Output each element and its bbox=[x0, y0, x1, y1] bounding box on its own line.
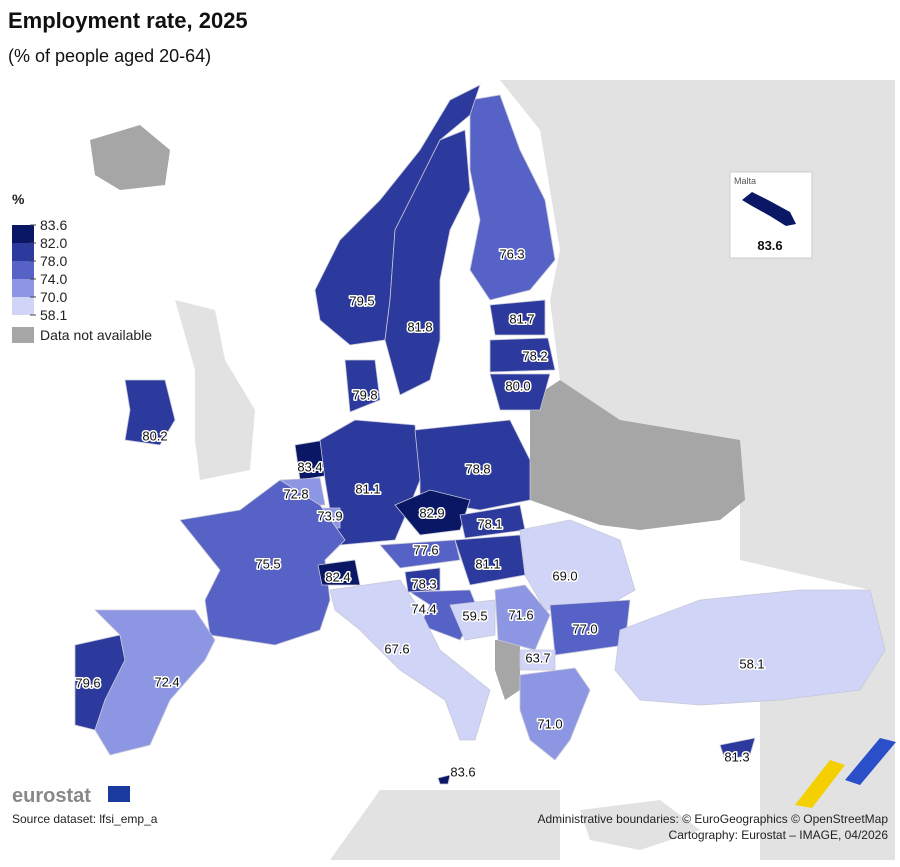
value-label: 63.7 bbox=[525, 650, 550, 665]
region bbox=[719, 737, 756, 761]
region bbox=[379, 539, 461, 569]
value-label: 73.9 bbox=[317, 508, 342, 523]
value-label: 71.6 bbox=[508, 607, 533, 622]
value-label: 82.4 bbox=[325, 569, 350, 584]
legend-label: 82.0 bbox=[40, 235, 67, 251]
region bbox=[319, 419, 421, 546]
non-eu-land bbox=[330, 790, 560, 860]
region bbox=[317, 559, 361, 586]
value-label: 83.6 bbox=[450, 764, 475, 779]
region bbox=[614, 589, 886, 706]
title: Employment rate, 2025 bbox=[8, 8, 248, 33]
value-label: 58.1 bbox=[739, 656, 764, 671]
region bbox=[519, 667, 591, 761]
legend-swatch bbox=[12, 279, 34, 297]
value-label: 77.6 bbox=[413, 542, 438, 557]
value-label: 72.8 bbox=[283, 486, 308, 501]
legend-label: 70.0 bbox=[40, 289, 67, 305]
region bbox=[404, 567, 441, 593]
value-label: 72.4 bbox=[154, 674, 179, 689]
region bbox=[742, 192, 796, 226]
logo-text: eurostat bbox=[12, 785, 91, 807]
no-data-land bbox=[530, 380, 745, 530]
region bbox=[519, 519, 636, 611]
value-label: 81.3 bbox=[724, 749, 749, 764]
legend-swatch bbox=[12, 297, 34, 315]
region bbox=[329, 579, 491, 741]
value-label: 82.9 bbox=[419, 505, 444, 520]
value-label: 83.6 bbox=[757, 238, 782, 253]
value-label: 80.0 bbox=[505, 378, 530, 393]
value-label: 81.1 bbox=[355, 481, 380, 496]
inset-title: Malta bbox=[734, 176, 756, 186]
value-label: 80.2 bbox=[142, 428, 167, 443]
region bbox=[449, 599, 496, 641]
legend-label: 58.1 bbox=[40, 307, 67, 323]
credits: Administrative boundaries: © EuroGeograp… bbox=[537, 812, 888, 826]
value-label: 81.7 bbox=[509, 311, 534, 326]
value-label: 79.8 bbox=[352, 387, 377, 402]
no-data-land bbox=[495, 640, 520, 700]
value-label: 83.4 bbox=[297, 459, 322, 474]
region bbox=[519, 649, 556, 671]
value-label: 76.3 bbox=[499, 246, 524, 261]
legend-swatch bbox=[12, 243, 34, 261]
legend-swatch bbox=[12, 327, 34, 343]
region bbox=[489, 299, 546, 336]
value-labels: 76.3 79.5 81.8 81.7 78.2 80.0 79.8 80.2 83.4 81.1… bbox=[74, 245, 766, 781]
non-eu-land bbox=[500, 80, 895, 860]
logo-mark bbox=[795, 760, 845, 808]
value-label: 81.8 bbox=[407, 319, 432, 334]
value-label: 74.4 bbox=[411, 601, 436, 616]
value-label: 59.5 bbox=[462, 608, 487, 623]
legend-label: Data not available bbox=[40, 327, 152, 343]
region bbox=[489, 337, 556, 373]
inset: Malta 83.6 bbox=[729, 171, 813, 259]
value-label: 78.3 bbox=[411, 576, 436, 591]
value-label: 77.0 bbox=[572, 621, 597, 636]
value-label: 67.6 bbox=[384, 641, 409, 656]
legend-swatch bbox=[12, 261, 34, 279]
region bbox=[344, 359, 381, 413]
value-label: 75.5 bbox=[255, 556, 280, 571]
legend-swatch bbox=[12, 225, 34, 243]
value-label: 78.2 bbox=[522, 348, 547, 363]
non-eu-land bbox=[90, 125, 170, 190]
logo-mark bbox=[845, 738, 896, 785]
legend: % 83.6 82.0 78.0 74.0 70.0 58.1 Data not avail… bbox=[12, 191, 152, 343]
region bbox=[489, 373, 551, 411]
legend-label: 74.0 bbox=[40, 271, 67, 287]
value-label: 81.1 bbox=[475, 556, 500, 571]
region bbox=[494, 584, 551, 651]
non-eu-land bbox=[175, 300, 255, 480]
value-label: 78.1 bbox=[477, 516, 502, 531]
base-land bbox=[90, 80, 895, 860]
region bbox=[414, 419, 531, 511]
value-label: 78.8 bbox=[465, 461, 490, 476]
inset-frame bbox=[729, 171, 813, 259]
value-label: 79.5 bbox=[349, 293, 374, 308]
legend-title: % bbox=[12, 191, 25, 207]
region bbox=[437, 774, 451, 785]
non-eu-land bbox=[580, 800, 700, 850]
value-label: 69.0 bbox=[552, 568, 577, 583]
legend-label: 78.0 bbox=[40, 253, 67, 269]
region bbox=[94, 609, 216, 756]
region bbox=[179, 479, 346, 646]
value-label: 79.6 bbox=[75, 675, 100, 690]
region bbox=[384, 129, 471, 396]
legend-label: 83.6 bbox=[40, 217, 67, 233]
subtitle: (% of people aged 20-64) bbox=[8, 46, 211, 66]
value-label: 71.0 bbox=[537, 716, 562, 731]
region bbox=[124, 379, 176, 446]
source: Source dataset: lfsi_emp_a bbox=[12, 812, 158, 826]
region bbox=[469, 94, 556, 301]
credits: Cartography: Eurostat – IMAGE, 04/2026 bbox=[669, 828, 889, 842]
regions bbox=[74, 84, 886, 785]
logo-flag bbox=[108, 786, 130, 802]
